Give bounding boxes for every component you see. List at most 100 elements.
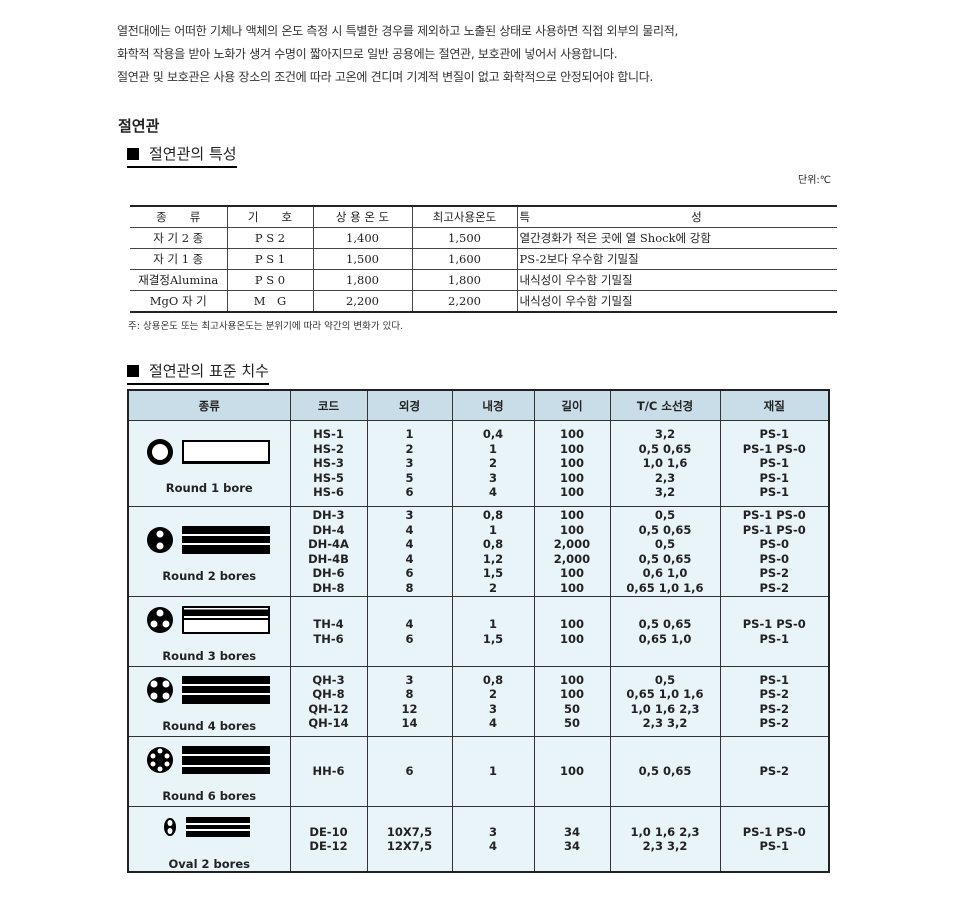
- tc-wire-diameter-value: 0,65 1,0 1,6: [626, 580, 704, 595]
- properties-cell: MgO 자 기: [130, 290, 228, 313]
- tc-wire-diameter-value: 1,0 1,6 2,3: [630, 701, 700, 716]
- code-value: QH-12: [308, 701, 349, 716]
- round-2-bores-icon: [129, 520, 290, 564]
- outer-diameter-value: 12: [401, 701, 418, 716]
- round-1-bore-icon: [129, 432, 290, 476]
- code-cell: HH-6: [289, 736, 368, 807]
- length-cell: 100 100: [533, 596, 611, 667]
- square-bullet-icon: [127, 365, 139, 377]
- material-value: PS-2: [759, 580, 790, 595]
- material-value: PS-2: [759, 716, 790, 730]
- round-4-bores-icon: [129, 670, 290, 714]
- inner-diameter-value: 4: [488, 485, 497, 500]
- length-cell: 100 100 50 50: [533, 666, 611, 737]
- properties-header-cell: 종 류: [130, 205, 228, 228]
- length-value: 100: [559, 456, 584, 471]
- outer-diameter-value: 3: [405, 456, 414, 471]
- properties-cell: 2,200: [411, 290, 518, 313]
- inner-diameter-value: 2: [488, 580, 497, 595]
- inner-diameter-value: 4: [488, 839, 497, 853]
- type-cell: Oval 2 bores: [127, 806, 291, 873]
- properties-cell: 1,600: [411, 248, 518, 270]
- code-cell: HS-1 HS-2 HS-3 HS-5 HS-6: [289, 420, 368, 507]
- material-cell: PS-1 PS-0 PS-1: [719, 806, 830, 873]
- properties-cell: 내식성이 우수함 기밀질: [516, 269, 837, 291]
- inner-diameter-value: 0,8: [482, 537, 504, 551]
- length-value: 2,000: [553, 551, 591, 566]
- code-value: QH-14: [308, 716, 349, 730]
- round-6-bores-icon: [129, 740, 290, 784]
- code-value: DE-10: [309, 824, 348, 839]
- material-value: PS-1 PS-0: [742, 508, 806, 522]
- tc-wire-diameter-cell: 0,5 0,65 1,0 1,6 1,0 1,6 2,3 2,3 3,2: [609, 666, 721, 737]
- length-value: 2,000: [553, 537, 591, 551]
- code-value: DE-12: [309, 839, 348, 853]
- type-cell: Round 1 bore: [127, 420, 291, 507]
- type-label: Round 3 bores: [162, 649, 257, 663]
- tc-wire-diameter-value: 0,5 0,65: [638, 617, 692, 631]
- code-value: DH-8: [312, 580, 345, 595]
- length-value: 100: [559, 566, 584, 580]
- type-label: Round 1 bore: [165, 481, 253, 495]
- code-cell: DE-10 DE-12: [289, 806, 368, 873]
- material-value: PS-0: [759, 551, 790, 566]
- inner-diameter-value: 1: [488, 441, 497, 456]
- material-value: PS-1 PS-0: [742, 824, 806, 839]
- tc-wire-diameter-value: 0,5 0,65: [638, 522, 692, 537]
- tc-wire-diameter-value: 0,5 0,65: [638, 764, 692, 779]
- dimensions-heading: 절연관의 표준 치수: [127, 360, 269, 385]
- type-label: Oval 2 bores: [168, 856, 250, 871]
- section-title: 절연관: [118, 117, 160, 135]
- properties-cell: P S 0: [226, 269, 314, 291]
- properties-header-cell: 특 성: [516, 205, 837, 228]
- inner-diameter-value: 1: [488, 764, 497, 779]
- tc-wire-diameter-value: 1,0 1,6: [642, 456, 688, 471]
- tc-wire-diameter-value: 2,3 3,2: [642, 716, 688, 730]
- properties-heading: 절연관의 특성: [127, 143, 237, 168]
- type-cell: Round 4 bores: [127, 666, 291, 737]
- inner-diameter-value: 1: [488, 617, 497, 631]
- outer-diameter-value: 12X7,5: [386, 839, 433, 853]
- outer-diameter-value: 10X7,5: [386, 824, 433, 839]
- material-value: PS-1: [759, 672, 790, 687]
- outer-diameter-value: 6: [405, 566, 414, 580]
- inner-diameter-value: 2: [488, 456, 497, 471]
- oval-2-bores-icon: [129, 807, 290, 851]
- inner-diameter-cell: 1 1,5: [451, 596, 535, 667]
- tc-wire-diameter-value: 3,2: [654, 427, 676, 442]
- tc-wire-diameter-value: 0,5: [654, 537, 676, 551]
- dimensions-table: 종류 코드 외경 내경 길이 T/C 소선경 재질 Round 1 bore HS-1 HS-2…: [127, 389, 830, 873]
- code-cell: QH-3 QH-8 QH-12 QH-14: [289, 666, 368, 737]
- outer-diameter-value: 14: [401, 716, 418, 730]
- code-value: TH-4: [313, 617, 344, 631]
- outer-diameter-cell: 6: [366, 736, 453, 807]
- properties-header-cell: 최고사용온도: [411, 205, 518, 228]
- code-value: HS-2: [313, 441, 344, 456]
- material-value: PS-2: [759, 687, 790, 701]
- properties-cell: 열간경화가 적은 곳에 열 Shock에 강함: [516, 227, 837, 249]
- material-value: PS-1 PS-0: [742, 617, 806, 631]
- tc-wire-diameter-cell: 0,5 0,65: [609, 736, 721, 807]
- outer-diameter-value: 5: [405, 470, 414, 485]
- inner-diameter-value: 1,2: [482, 551, 504, 566]
- outer-diameter-value: 2: [405, 441, 414, 456]
- material-value: PS-2: [759, 566, 790, 580]
- material-cell: PS-1 PS-0 PS-1 PS-0 PS-0 PS-0 PS-2 PS-2: [719, 506, 830, 597]
- tc-wire-diameter-value: 2,3: [654, 470, 676, 485]
- tc-wire-diameter-value: 2,3 3,2: [642, 839, 688, 853]
- material-value: PS-0: [759, 537, 790, 551]
- length-value: 100: [559, 427, 584, 442]
- material-cell: PS-2: [719, 736, 830, 807]
- properties-cell: P S 2: [226, 227, 314, 249]
- material-value: PS-2: [759, 701, 790, 716]
- tc-wire-diameter-value: 0,5: [654, 672, 676, 687]
- outer-diameter-value: 4: [405, 522, 414, 537]
- code-cell: DH-3 DH-4 DH-4A DH-4B DH-6 DH-8: [289, 506, 368, 597]
- code-value: DH-6: [312, 566, 345, 580]
- code-value: DH-4A: [308, 537, 349, 551]
- tc-wire-diameter-cell: 3,2 0,5 0,65 1,0 1,6 2,3 3,2: [609, 420, 721, 507]
- type-cell: Round 6 bores: [127, 736, 291, 807]
